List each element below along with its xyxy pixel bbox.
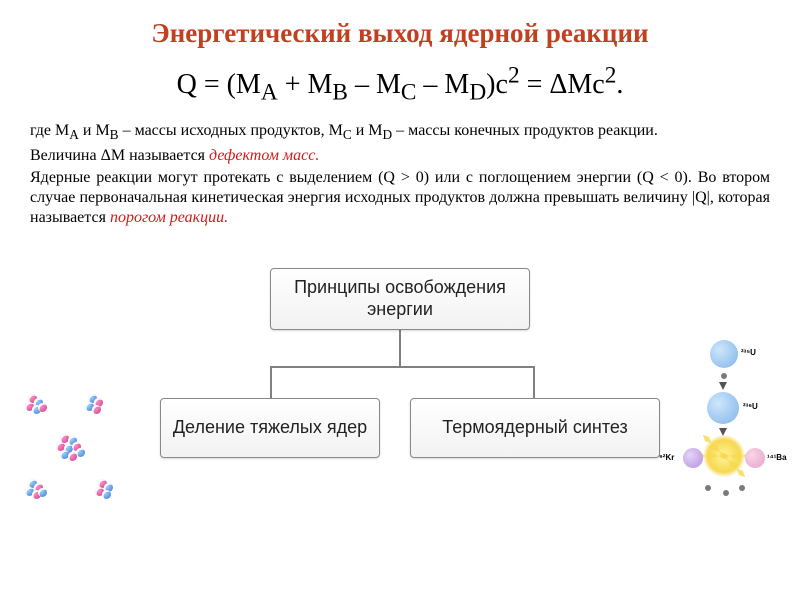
p1-m3: и M — [352, 122, 383, 139]
defect-pre: Величина ΔM называется — [30, 147, 209, 164]
fission-illustration-icon — [20, 390, 150, 510]
defect-term: дефектом масс. — [209, 147, 319, 164]
connector-right — [533, 366, 535, 398]
box-principles-label: Принципы освобождения энергии — [281, 277, 519, 320]
p1-pre: где M — [30, 122, 69, 139]
label-u235: ²³⁵U — [741, 348, 756, 357]
box-fusion-label: Термоядерный синтез — [442, 417, 628, 438]
connector-horiz — [270, 366, 535, 368]
label-ba141: ¹⁴¹Ba — [767, 453, 787, 462]
box-fission: Деление тяжелых ядер — [160, 398, 380, 458]
mass-description: где MA и MB – массы исходных продуктов, … — [30, 121, 770, 144]
defect-line: Величина ΔM называется дефектом масс. — [30, 146, 770, 166]
main-formula: Q = (MA + MB – MC – MD)c2 = ΔMc2. — [0, 63, 800, 107]
connector-left — [270, 366, 272, 398]
p1-tail: – массы конечных продуктов реакции. — [392, 122, 658, 139]
connector-main — [399, 330, 401, 368]
threshold-paragraph: Ядерные реакции могут протекать с выделе… — [30, 168, 770, 228]
p1-s3: C — [343, 127, 352, 142]
box-principles: Принципы освобождения энергии — [270, 268, 530, 330]
label-kr92: ⁹²Kr — [659, 453, 674, 462]
p1-s4: D — [383, 127, 393, 142]
box-fusion: Термоядерный синтез — [410, 398, 660, 458]
threshold-term: порогом реакции. — [110, 209, 228, 226]
p1-s2: B — [110, 127, 119, 142]
uranium-fission-icon: ²³⁵U ²³⁶U ⁹²Kr ¹⁴¹Ba — [655, 340, 785, 510]
box-fission-label: Деление тяжелых ядер — [173, 417, 367, 439]
formula-text: Q = (MA + MB – MC – MD)c2 = ΔMc2. — [177, 69, 624, 100]
label-u236: ²³⁶U — [743, 402, 758, 411]
p1-s1: A — [69, 127, 79, 142]
p1-m2: – массы исходных продуктов, M — [119, 122, 343, 139]
page-title: Энергетический выход ядерной реакции — [0, 0, 800, 49]
p1-m1: и M — [79, 122, 110, 139]
